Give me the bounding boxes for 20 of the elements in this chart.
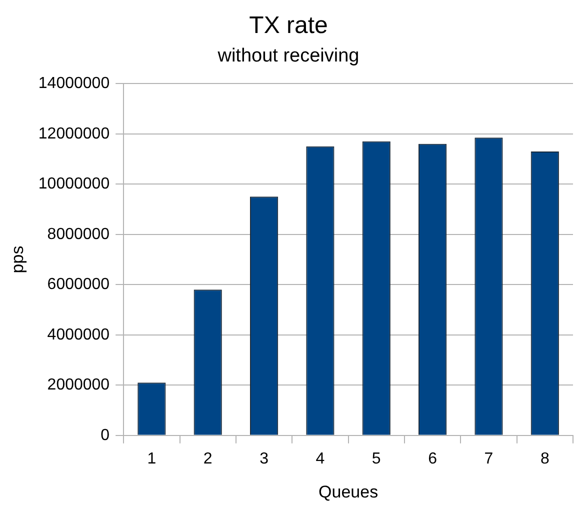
y-tick-label: 6000000	[47, 276, 110, 294]
y-tick-label: 4000000	[47, 326, 110, 344]
chart-subtitle: without receiving	[216, 45, 360, 66]
x-tick-label: 3	[260, 450, 269, 468]
y-tick-label: 0	[100, 426, 110, 444]
y-tick-label: 12000000	[38, 125, 110, 142]
x-tick-label: 5	[372, 450, 381, 468]
y-tick-label: 2000000	[47, 376, 110, 394]
x-tick-label: 6	[428, 450, 438, 468]
x-tick-label: 2	[203, 450, 212, 468]
x-tick-label: 7	[484, 450, 494, 468]
y-axis-title: pps	[8, 246, 27, 274]
x-tick-label: 1	[147, 450, 156, 468]
x-tick-label: 4	[316, 450, 325, 468]
y-tick-label: 14000000	[38, 75, 110, 92]
chart-title: TX rate	[249, 12, 328, 40]
y-tick-label: 8000000	[47, 226, 110, 243]
x-axis-title: Queues	[318, 482, 378, 502]
y-tick-label: 10000000	[38, 176, 110, 193]
x-tick-label: 8	[540, 450, 550, 468]
